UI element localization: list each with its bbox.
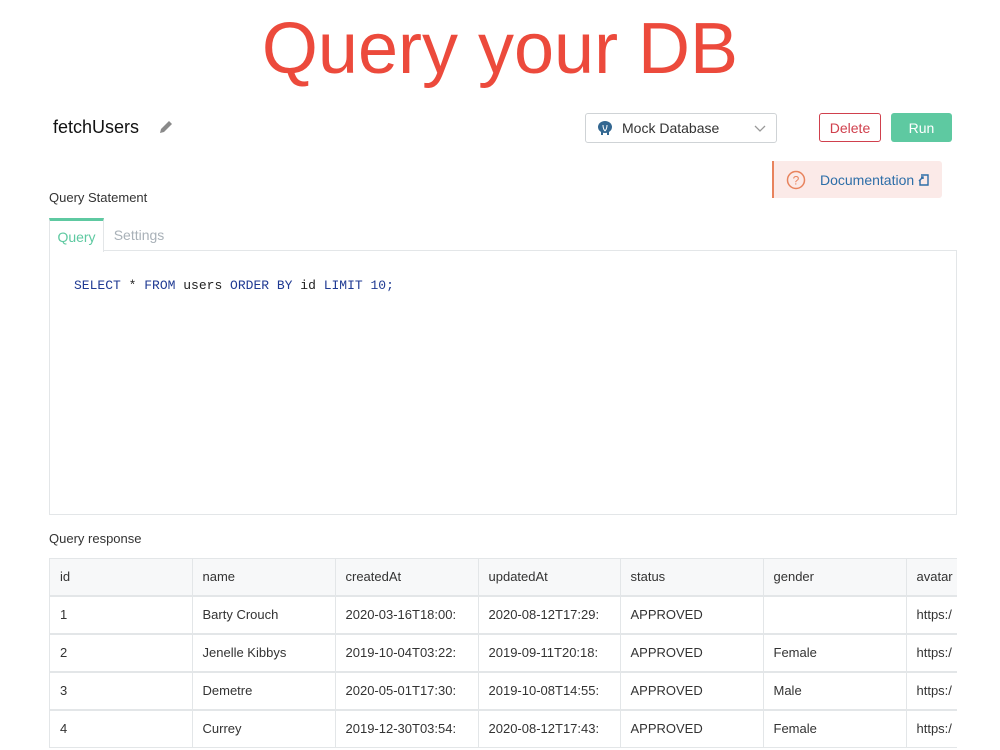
cell-createdAt: 2019-10-04T03:22: bbox=[335, 633, 479, 673]
cell-status: APPROVED bbox=[620, 595, 764, 635]
run-button[interactable]: Run bbox=[891, 113, 952, 142]
cell-id: 3 bbox=[50, 671, 193, 711]
cell-updatedAt: 2020-08-12T17:29: bbox=[478, 595, 621, 635]
cell-gender: Female bbox=[763, 633, 907, 673]
cell-status: APPROVED bbox=[620, 709, 764, 748]
delete-button[interactable]: Delete bbox=[819, 113, 881, 142]
external-link-icon[interactable] bbox=[918, 173, 930, 186]
page-title: Query your DB bbox=[261, 9, 739, 89]
table-row[interactable]: 1 Barty Crouch 2020-03-16T18:00: 2020-08-12… bbox=[50, 595, 957, 635]
response-table: id name createdAt updatedAt status gender avat… bbox=[50, 558, 957, 748]
column-header-avatar[interactable]: avatar bbox=[906, 558, 957, 597]
sql-editor[interactable]: SELECT * FROM users ORDER BY id LIMIT 10… bbox=[49, 251, 957, 515]
cell-updatedAt: 2019-10-08T14:55: bbox=[478, 671, 621, 711]
datasource-selected: Mock Database bbox=[622, 120, 720, 136]
datasource-select[interactable]: Mock Database bbox=[585, 113, 777, 143]
cell-name: Jenelle Kibbys bbox=[192, 633, 336, 673]
cell-name: Barty Crouch bbox=[192, 595, 336, 635]
query-statement-label: Query Statement bbox=[49, 190, 148, 205]
sql-text: id bbox=[292, 278, 324, 293]
query-name[interactable]: fetchUsers bbox=[53, 117, 140, 137]
table-header-row: id name createdAt updatedAt status gender avat… bbox=[50, 558, 957, 597]
column-header-createdAt[interactable]: createdAt bbox=[335, 558, 479, 597]
column-header-updatedAt[interactable]: updatedAt bbox=[478, 558, 621, 597]
sql-keyword: ORDER BY bbox=[230, 278, 293, 293]
cell-avatar: https:/ bbox=[906, 633, 957, 673]
svg-text:?: ? bbox=[793, 173, 800, 187]
sql-text: users bbox=[175, 278, 231, 293]
table-row[interactable]: 3 Demetre 2020-05-01T17:30: 2019-10-08T14:5… bbox=[50, 671, 957, 711]
cell-updatedAt: 2019-09-11T20:18: bbox=[478, 633, 621, 673]
column-header-id[interactable]: id bbox=[50, 558, 193, 597]
table-row[interactable]: 2 Jenelle Kibbys 2019-10-04T03:22: 2019-09-… bbox=[50, 633, 957, 673]
cell-name: Demetre bbox=[192, 671, 336, 711]
cell-updatedAt: 2020-08-12T17:43: bbox=[478, 709, 621, 748]
question-circle-icon: ? bbox=[786, 170, 806, 189]
cell-status: APPROVED bbox=[620, 671, 764, 711]
cell-avatar: https:/ bbox=[906, 595, 957, 635]
documentation-link[interactable]: Documentation bbox=[820, 171, 915, 188]
cell-createdAt: 2020-03-16T18:00: bbox=[335, 595, 479, 635]
query-tabs: Query Settings bbox=[49, 218, 957, 252]
column-header-status[interactable]: status bbox=[620, 558, 764, 597]
column-header-name[interactable]: name bbox=[192, 558, 336, 597]
column-header-gender[interactable]: gender bbox=[763, 558, 907, 597]
sql-text: * bbox=[120, 278, 145, 293]
response-table-container: id name createdAt updatedAt status gender avat… bbox=[49, 558, 957, 748]
query-response-label: Query response bbox=[49, 531, 142, 546]
tab-query[interactable]: Query bbox=[49, 218, 104, 252]
cell-id: 2 bbox=[50, 633, 193, 673]
cell-gender: Male bbox=[763, 671, 907, 711]
cell-createdAt: 2019-12-30T03:54: bbox=[335, 709, 479, 748]
table-row[interactable]: 4 Currey 2019-12-30T03:54: 2020-08-12T17:43… bbox=[50, 709, 957, 748]
cell-avatar: https:/ bbox=[906, 671, 957, 711]
sql-keyword: LIMIT 10; bbox=[323, 278, 394, 293]
cell-avatar: https:/ bbox=[906, 709, 957, 748]
postgres-elephant-icon bbox=[598, 121, 612, 135]
cell-createdAt: 2020-05-01T17:30: bbox=[335, 671, 479, 711]
tab-settings[interactable]: Settings bbox=[113, 226, 165, 243]
chevron-down-icon bbox=[754, 125, 766, 132]
sql-keyword: FROM bbox=[144, 278, 176, 293]
documentation-callout: ? Documentation bbox=[772, 161, 942, 198]
cell-id: 4 bbox=[50, 709, 193, 748]
cell-name: Currey bbox=[192, 709, 336, 748]
pencil-icon[interactable] bbox=[158, 119, 174, 135]
cell-id: 1 bbox=[50, 595, 193, 635]
cell-gender bbox=[763, 595, 907, 635]
sql-keyword: SELECT bbox=[74, 278, 121, 293]
cell-status: APPROVED bbox=[620, 633, 764, 673]
cell-gender: Female bbox=[763, 709, 907, 748]
sql-code: SELECT * FROM users ORDER BY id LIMIT 10… bbox=[74, 278, 394, 293]
